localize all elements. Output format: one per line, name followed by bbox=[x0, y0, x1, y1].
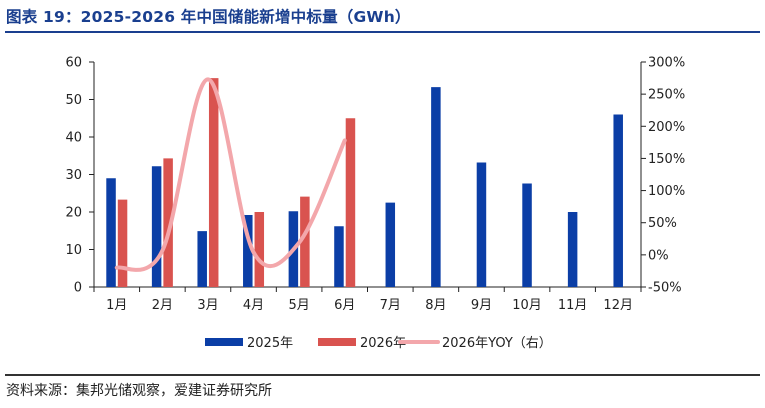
x-tick-label: 9月 bbox=[471, 298, 492, 313]
bar-2026 bbox=[300, 196, 310, 287]
source-note: 资料来源：集邦光储观察，爱建证券研究所 bbox=[6, 383, 272, 399]
y-right-tick-label: 200% bbox=[648, 120, 685, 135]
chart: 0 10 20 30 40 50 60 -50% 0% 50% 100% 150% 200% 250% 30… bbox=[65, 56, 685, 352]
bar-2026 bbox=[345, 118, 356, 287]
legend-swatch-2026 bbox=[318, 338, 356, 346]
x-tick-label: 7月 bbox=[380, 298, 401, 313]
bar-2025 bbox=[522, 183, 532, 287]
legend-label-2025: 2025年 bbox=[247, 336, 293, 351]
y-left-tick-label: 20 bbox=[65, 206, 82, 221]
y-left-tick-label: 60 bbox=[65, 56, 82, 71]
bar-2025 bbox=[613, 114, 623, 287]
y-left-tick-label: 30 bbox=[65, 168, 82, 183]
bar-2025 bbox=[197, 231, 207, 287]
bar-2026 bbox=[254, 212, 265, 287]
legend-label-2026: 2026年 bbox=[360, 336, 406, 351]
y-right-tick-label: -50% bbox=[648, 281, 682, 296]
bar-2025 bbox=[476, 162, 487, 287]
source-divider bbox=[5, 374, 760, 376]
bar-2025 bbox=[567, 212, 578, 287]
y-right-tick-label: 150% bbox=[648, 152, 685, 167]
x-tick-label: 10月 bbox=[512, 298, 542, 313]
x-tick-label: 1月 bbox=[106, 298, 127, 313]
bar-2026 bbox=[208, 78, 219, 287]
x-tick-label: 11月 bbox=[558, 298, 588, 313]
x-tick-label: 3月 bbox=[197, 298, 218, 313]
bar-2025 bbox=[106, 178, 116, 287]
x-tick-label: 12月 bbox=[603, 298, 633, 313]
legend-swatch-2025 bbox=[205, 338, 243, 346]
bar-2025 bbox=[385, 202, 396, 287]
y-right-tick-label: 250% bbox=[648, 88, 685, 103]
x-tick-label: 2月 bbox=[152, 298, 173, 313]
bar-2026 bbox=[163, 158, 173, 287]
x-tick-label: 4月 bbox=[243, 298, 264, 313]
bar-2025 bbox=[431, 87, 441, 287]
y-right-tick-label: 0% bbox=[648, 248, 669, 263]
x-tick-label: 6月 bbox=[334, 298, 355, 313]
y-right-tick-label: 100% bbox=[648, 184, 685, 199]
bar-2025 bbox=[334, 226, 344, 287]
x-tick-label: 5月 bbox=[288, 298, 309, 313]
y-right-tick-label: 50% bbox=[648, 216, 677, 231]
y-left-tick-label: 0 bbox=[74, 281, 82, 296]
bar-2025 bbox=[243, 215, 253, 287]
bar-2026 bbox=[117, 199, 128, 287]
x-tick-label: 8月 bbox=[425, 298, 446, 313]
yoy-line bbox=[114, 77, 347, 272]
bar-2025 bbox=[151, 166, 162, 287]
chart-title: 图表 19：2025-2026 年中国储能新增中标量（GWh） bbox=[6, 8, 411, 26]
title-divider bbox=[5, 31, 760, 33]
y-left-tick-label: 10 bbox=[65, 243, 82, 258]
y-left-tick-label: 40 bbox=[65, 131, 82, 146]
y-right-tick-label: 300% bbox=[648, 56, 685, 71]
legend-label-yoy: 2026年YOY（右） bbox=[442, 336, 552, 351]
y-left-tick-label: 50 bbox=[65, 93, 82, 108]
